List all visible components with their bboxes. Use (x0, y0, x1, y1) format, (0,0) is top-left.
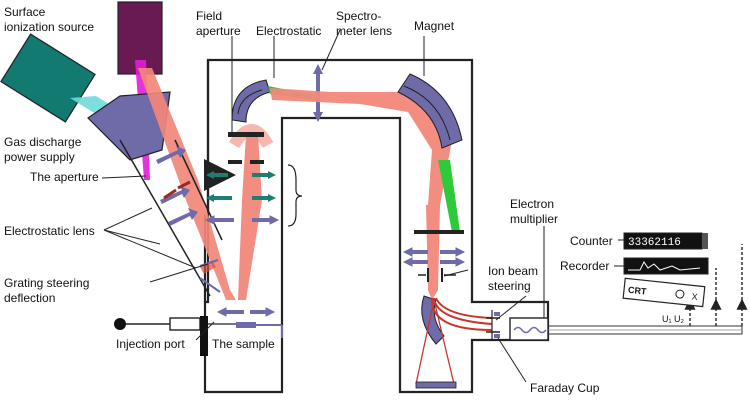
label-spectrometer-1: Spectro- (336, 9, 381, 23)
label-grating-1: Grating steering (4, 276, 89, 290)
label-gas-supply-2: power supply (4, 150, 75, 164)
label-aperture: The aperture (30, 170, 99, 184)
sample-stage (236, 322, 256, 328)
magnet (397, 73, 463, 149)
right-electrostatic-sector (421, 295, 445, 345)
transfer-lens-arrows (204, 159, 276, 202)
svg-text:X: X (691, 291, 698, 302)
label-faraday-cup: Faraday Cup (530, 381, 600, 395)
crt-subscript: U₁ U₂ (662, 314, 685, 324)
top-beam (270, 88, 452, 205)
electron-multiplier-box (509, 317, 549, 341)
green-beam-magnet (438, 160, 460, 232)
label-ion-beam-1: Ion beam (488, 264, 538, 278)
label-sample: The sample (212, 337, 275, 351)
label-electrostatic-lens: Electrostatic lens (4, 224, 95, 238)
label-counter: Counter (570, 234, 613, 248)
secondary-beam-right (426, 205, 440, 300)
label-spectrometer-2: meter lens (336, 24, 392, 38)
label-recorder: Recorder (560, 259, 609, 273)
label-surface-source-1: Surface (4, 5, 46, 19)
injection-port-tube (169, 317, 201, 331)
label-gas-supply-1: Gas discharge (4, 135, 82, 149)
lens-brace (287, 164, 303, 227)
left-lens-arrows (204, 215, 280, 317)
label-field-aperture-1: Field (196, 9, 222, 23)
right-lens-arrows (402, 247, 466, 267)
bottom-detector (415, 381, 457, 389)
label-injection-port: Injection port (116, 337, 185, 351)
leader-lines (101, 29, 624, 383)
label-magnet: Magnet (414, 19, 455, 33)
label-ion-beam-2: steering (488, 279, 531, 293)
primary-lens-arrows (156, 146, 198, 226)
label-electrostatic: Electrostatic (256, 24, 321, 38)
injection-port-knob (114, 318, 126, 330)
signal-arrows (684, 244, 748, 326)
gas-discharge-source (0, 33, 96, 123)
electrostatic-analyzer (231, 79, 271, 123)
primary-aperture (163, 188, 177, 200)
svg-text:CRT: CRT (628, 285, 648, 297)
label-surface-source-2: ionization source (4, 20, 94, 34)
field-aperture (228, 132, 264, 137)
faraday-cup (486, 310, 500, 340)
recorder-display (623, 257, 709, 275)
label-electron-multiplier-1: Electron (510, 197, 554, 211)
label-electron-multiplier-2: multiplier (510, 212, 558, 226)
label-grating-2: deflection (4, 291, 55, 305)
grating-deflection (199, 259, 219, 274)
label-field-aperture-2: aperture (196, 24, 241, 38)
counter-digits: 33362116 (628, 237, 681, 249)
secondary-beam-left (238, 135, 262, 300)
crt-display: CRT X (622, 277, 706, 308)
